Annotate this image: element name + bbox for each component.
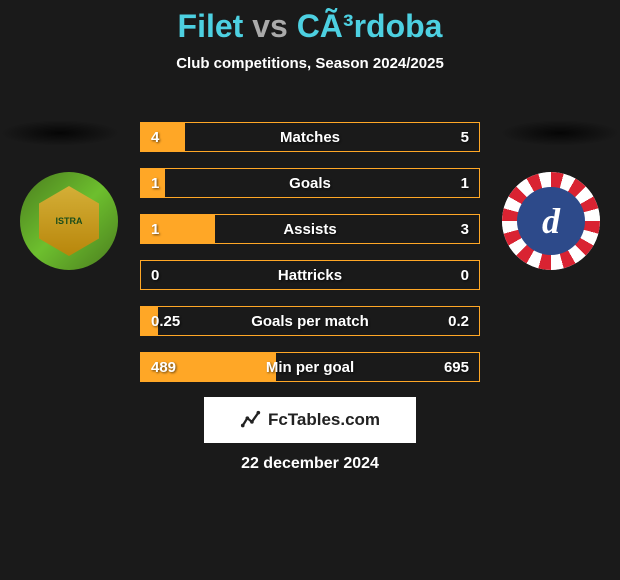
player2-name: CÃ³rdoba (297, 8, 443, 44)
stat-label: Goals per match (141, 307, 479, 337)
stat-label: Hattricks (141, 261, 479, 291)
subtitle: Club competitions, Season 2024/2025 (0, 55, 620, 72)
stat-label: Assists (141, 215, 479, 245)
team-logo-left: ISTRA (20, 172, 118, 270)
stat-value-right: 0 (461, 261, 469, 291)
stat-row: 1Assists3 (140, 214, 480, 244)
stat-value-right: 0.2 (448, 307, 469, 337)
stat-row: 489Min per goal695 (140, 352, 480, 382)
stat-value-right: 3 (461, 215, 469, 245)
stat-row: 0Hattricks0 (140, 260, 480, 290)
shadow-decoration-left (0, 120, 120, 146)
stat-label: Goals (141, 169, 479, 199)
stat-row: 0.25Goals per match0.2 (140, 306, 480, 336)
shadow-decoration-right (500, 120, 620, 146)
stat-label: Matches (141, 123, 479, 153)
team-logo-right-letter: d (517, 187, 585, 255)
stat-value-right: 5 (461, 123, 469, 153)
stat-row: 4Matches5 (140, 122, 480, 152)
stat-value-right: 695 (444, 353, 469, 383)
team-logo-left-badge: ISTRA (39, 186, 99, 256)
header: Filet vs CÃ³rdoba Club competitions, Sea… (0, 0, 620, 72)
stats-container: 4Matches51Goals11Assists30Hattricks00.25… (140, 122, 480, 398)
page-title: Filet vs CÃ³rdoba (0, 8, 620, 45)
stat-value-right: 1 (461, 169, 469, 199)
player1-name: Filet (178, 8, 244, 44)
team-logo-right: d (502, 172, 600, 270)
stat-row: 1Goals1 (140, 168, 480, 198)
stat-label: Min per goal (141, 353, 479, 383)
date-text: 22 december 2024 (0, 455, 620, 473)
vs-text: vs (252, 8, 288, 44)
chart-icon (240, 409, 262, 431)
branding-badge: FcTables.com (204, 397, 416, 443)
branding-text: FcTables.com (268, 410, 380, 430)
